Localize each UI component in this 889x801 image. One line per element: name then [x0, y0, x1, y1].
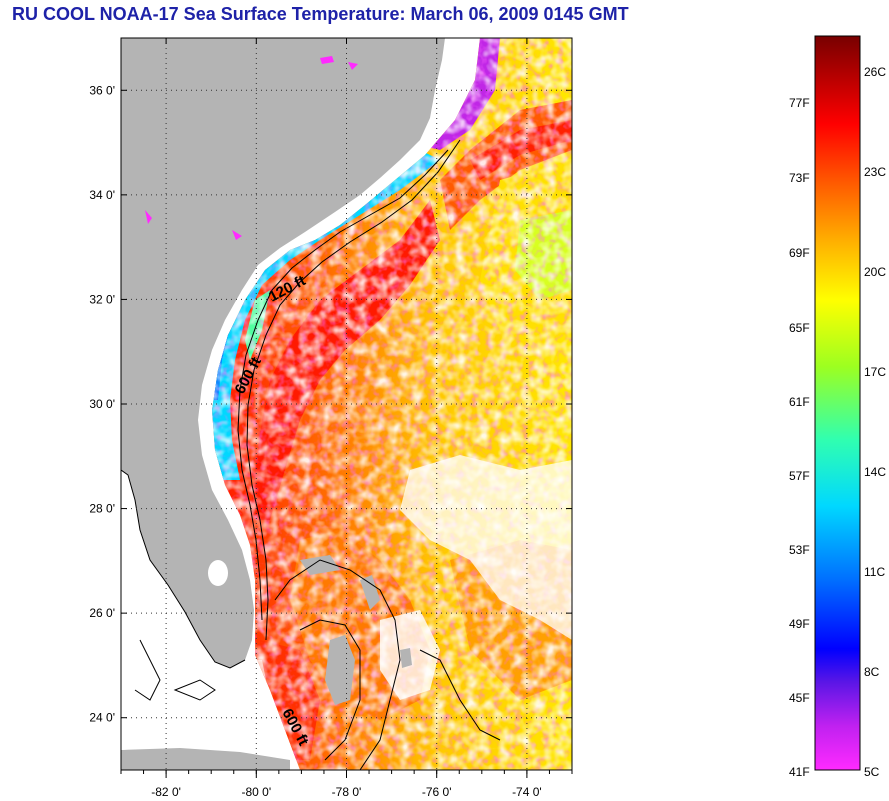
axis-ticks	[120, 38, 573, 778]
colorbar-label-c: 17C	[864, 365, 886, 379]
lat-tick-label: 36 0'	[89, 83, 115, 97]
lon-tick-label: -78 0'	[332, 785, 362, 799]
contour-120ft	[237, 149, 449, 621]
lat-tick-label: 32 0'	[89, 292, 115, 306]
gulf-of-mexico	[121, 470, 252, 750]
colorbar-label-f: 53F	[789, 543, 810, 557]
axis-tick-labels: 36 0' 34 0' 32 0' 30 0' 28 0' 26 0' 24 0' -82 0…	[89, 83, 541, 799]
lon-tick-label: -80 0'	[241, 785, 271, 799]
colorbar-gradient	[814, 35, 861, 771]
us-mainland	[121, 38, 445, 668]
colorbar-label-f: 45F	[789, 691, 810, 705]
lat-tick-label: 26 0'	[89, 606, 115, 620]
colorbar-label-f: 41F	[789, 765, 810, 779]
land	[121, 38, 445, 770]
cuba	[121, 748, 290, 770]
colorbar-label-f: 65F	[789, 321, 810, 335]
andros-island	[325, 635, 355, 705]
lat-tick-label: 24 0'	[89, 711, 115, 725]
colorbar-label-c: 5C	[864, 765, 880, 779]
colorbar-label-f: 69F	[789, 246, 810, 260]
colorbar-label-f: 77F	[789, 96, 810, 110]
contour-600ft	[246, 139, 461, 641]
colorbar-label-f: 61F	[789, 395, 810, 409]
colorbar-label-c: 14C	[864, 465, 886, 479]
colorbar-label-c: 20C	[864, 265, 886, 279]
colorbar-label-c: 23C	[864, 165, 886, 179]
lat-tick-label: 28 0'	[89, 502, 115, 516]
bathymetry-contours	[121, 139, 501, 770]
grid	[121, 38, 572, 770]
lat-tick-label: 34 0'	[89, 188, 115, 202]
colorbar-label-f: 49F	[789, 617, 810, 631]
cloud-patch	[400, 455, 572, 640]
lon-tick-label: -82 0'	[151, 785, 181, 799]
colorbar-label-c: 11C	[864, 565, 885, 579]
lat-tick-label: 30 0'	[89, 397, 115, 411]
sst-map: 120 ft 600 ft 600 ft 36 0'34 0'32 0'30 0…	[89, 37, 573, 799]
colorbar-label-f: 57F	[789, 469, 810, 483]
colorbar-label-f: 73F	[789, 171, 810, 185]
page-title: RU COOL NOAA-17 Sea Surface Temperature:…	[12, 4, 629, 24]
lon-tick-label: -76 0'	[422, 785, 452, 799]
colorbar-label-c: 26C	[864, 65, 886, 79]
colorbar: 77F 73F 69F 65F 61F 57F 53F 49F 45F 41F 26C 23C 20C 1…	[789, 35, 886, 779]
colorbar-label-c: 8C	[864, 665, 880, 679]
lon-tick-label: -74 0'	[512, 785, 542, 799]
lake-okeechobee	[208, 560, 228, 586]
